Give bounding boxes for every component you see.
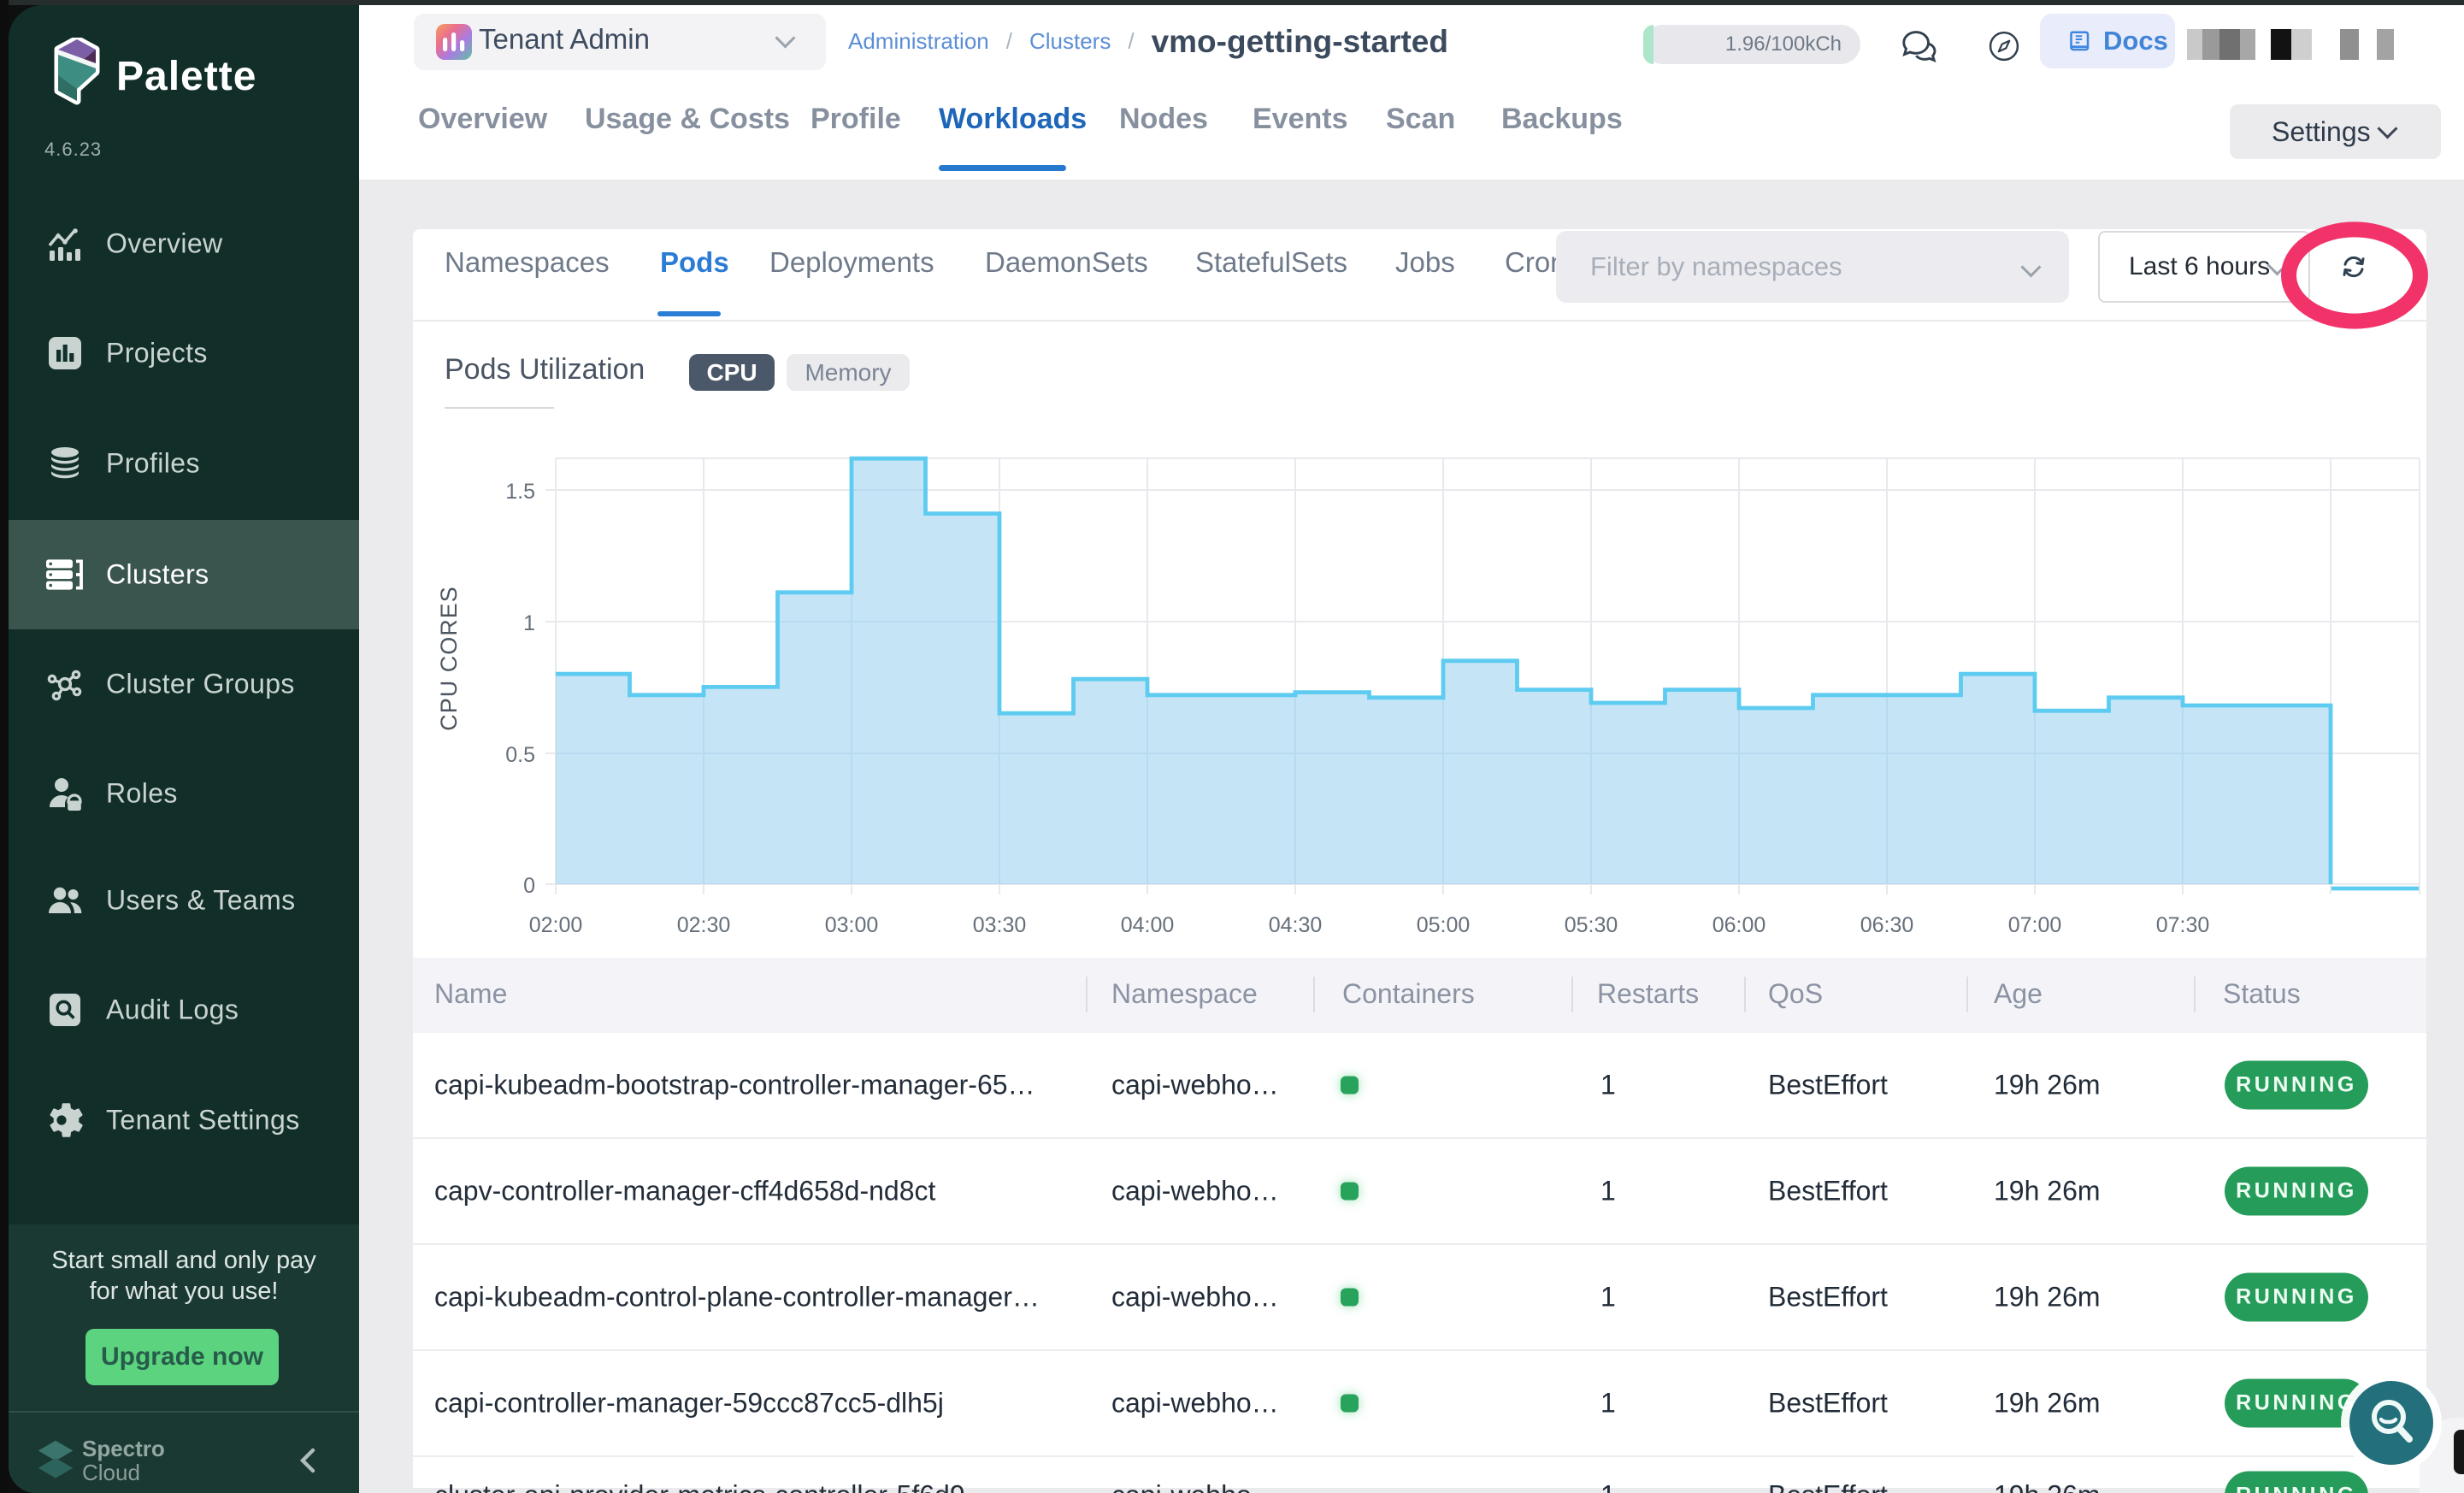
svg-text:07:00: 07:00 — [2008, 913, 2062, 937]
svg-text:1: 1 — [523, 611, 535, 635]
svg-text:02:30: 02:30 — [677, 913, 731, 937]
svg-text:05:30: 05:30 — [1565, 913, 1618, 937]
svg-text:02:00: 02:00 — [529, 913, 583, 937]
svg-text:07:30: 07:30 — [2156, 913, 2210, 937]
svg-text:0: 0 — [523, 874, 535, 898]
svg-text:03:00: 03:00 — [825, 913, 879, 937]
svg-text:04:30: 04:30 — [1269, 913, 1323, 937]
svg-text:04:00: 04:00 — [1121, 913, 1175, 937]
svg-text:03:30: 03:30 — [973, 913, 1027, 937]
svg-text:06:00: 06:00 — [1712, 913, 1766, 937]
svg-text:1.5: 1.5 — [505, 480, 535, 504]
svg-text:0.5: 0.5 — [505, 743, 535, 767]
svg-text:CPU CORES: CPU CORES — [436, 586, 462, 731]
svg-text:06:30: 06:30 — [1860, 913, 1914, 937]
svg-text:05:00: 05:00 — [1417, 913, 1471, 937]
